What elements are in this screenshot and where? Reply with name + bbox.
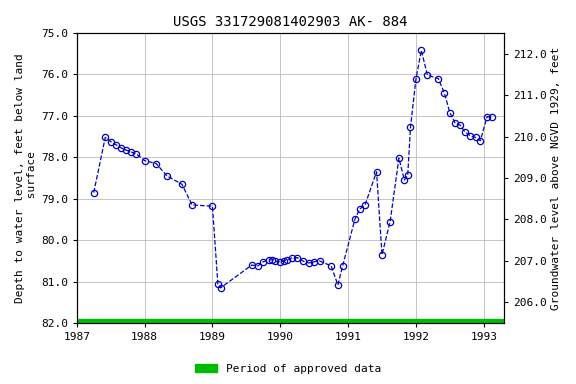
Legend: Period of approved data: Period of approved data [191, 359, 385, 379]
Title: USGS 331729081402903 AK- 884: USGS 331729081402903 AK- 884 [173, 15, 408, 29]
Y-axis label: Groundwater level above NGVD 1929, feet: Groundwater level above NGVD 1929, feet [551, 46, 561, 310]
Y-axis label: Depth to water level, feet below land
 surface: Depth to water level, feet below land su… [15, 53, 37, 303]
